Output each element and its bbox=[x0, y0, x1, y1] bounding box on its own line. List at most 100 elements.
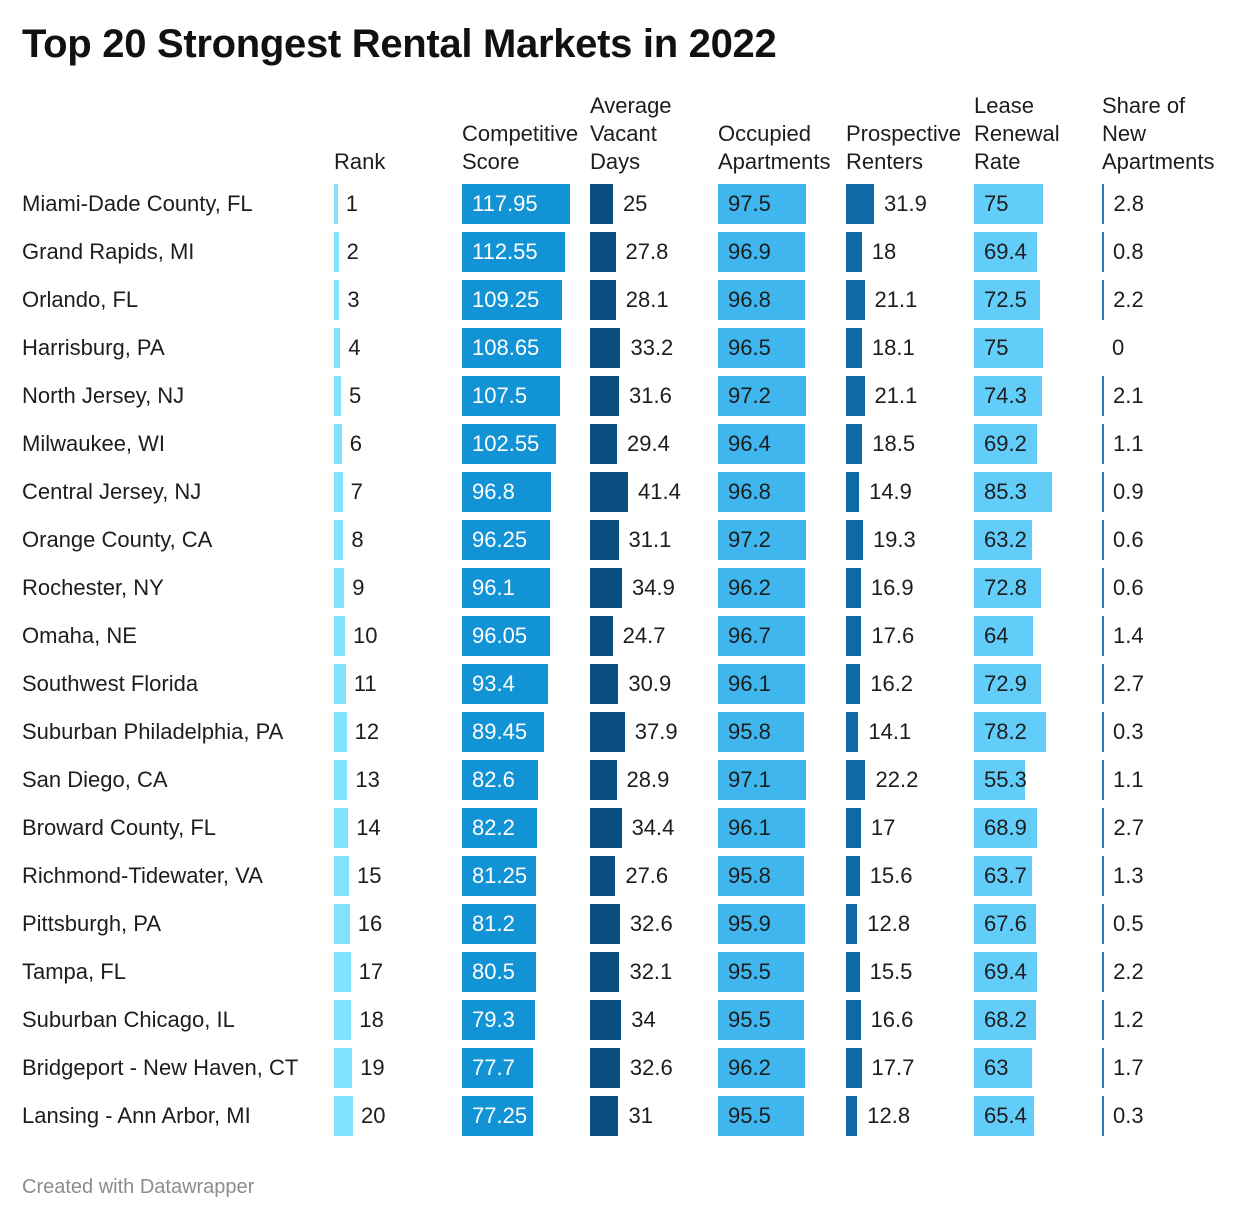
table-row: Orange County, CA 8 96.25 31.1 97.2 19.3 63.2 0… bbox=[0, 516, 1240, 564]
share-bar bbox=[1102, 952, 1105, 992]
renewal-bar bbox=[974, 568, 1041, 608]
occupied-value: 96.2 bbox=[728, 575, 771, 600]
rank-value: 5 bbox=[349, 383, 362, 408]
header-label: Prospective Renters bbox=[846, 121, 961, 174]
occupied-bar bbox=[718, 808, 805, 848]
rank-bar bbox=[334, 424, 342, 464]
vacant-bar bbox=[590, 616, 613, 656]
vacant-bar bbox=[590, 520, 619, 560]
score-bar bbox=[462, 568, 550, 608]
renewal-bar bbox=[974, 952, 1038, 992]
prospective-value: 14.9 bbox=[869, 479, 912, 504]
score-value: 102.55 bbox=[472, 431, 540, 456]
header-score[interactable]: Competitive Score bbox=[462, 90, 590, 176]
market-name: Lansing - Ann Arbor, MI bbox=[22, 1103, 251, 1128]
rank-value: 7 bbox=[350, 479, 363, 504]
vacant-bar bbox=[590, 1000, 622, 1040]
table-row: Orlando, FL 3 109.25 28.1 96.8 21.1 72.5 2.2 bbox=[0, 276, 1240, 324]
renewal-bar bbox=[974, 808, 1037, 848]
rank-value: 20 bbox=[361, 1103, 386, 1128]
occupied-bar bbox=[718, 1048, 805, 1088]
prospective-value: 18.1 bbox=[871, 335, 915, 360]
prospective-bar bbox=[846, 952, 860, 992]
prospective-value: 21.1 bbox=[874, 287, 918, 312]
vacant-bar bbox=[590, 1096, 619, 1136]
header-vacant[interactable]: Average Vacant Days bbox=[590, 90, 710, 176]
prospective-bar bbox=[846, 232, 862, 272]
rank-bar bbox=[334, 280, 340, 320]
renewal-value: 68.2 bbox=[984, 1007, 1027, 1032]
table-row: Pittsburgh, PA 16 81.2 32.6 95.9 12.8 67.6 0.5 bbox=[0, 900, 1240, 948]
rank-bar bbox=[334, 952, 351, 992]
share-bar bbox=[1102, 664, 1105, 704]
score-value: 96.25 bbox=[472, 527, 528, 552]
market-name: Miami-Dade County, FL bbox=[22, 191, 253, 216]
renewal-value: 67.6 bbox=[984, 911, 1027, 936]
renewal-bar bbox=[974, 328, 1043, 368]
header-share[interactable]: Share of New Apartments bbox=[1102, 90, 1220, 176]
market-name: Pittsburgh, PA bbox=[22, 911, 161, 936]
share-value: 1.3 bbox=[1113, 863, 1144, 888]
table-row: Richmond-Tidewater, VA 15 81.25 27.6 95.8 15.… bbox=[0, 852, 1240, 900]
vacant-bar bbox=[590, 808, 622, 848]
header-occupied[interactable]: Occupied Apartments bbox=[718, 90, 846, 176]
renewal-value: 78.2 bbox=[984, 719, 1027, 744]
market-name: Suburban Philadelphia, PA bbox=[22, 719, 284, 744]
table-row: Lansing - Ann Arbor, MI 20 77.25 31 95.5 12.8… bbox=[0, 1092, 1240, 1140]
occupied-value: 96.1 bbox=[728, 815, 771, 840]
occupied-bar bbox=[718, 568, 805, 608]
score-bar bbox=[462, 328, 562, 368]
renewal-value: 75 bbox=[984, 335, 1009, 360]
market-name: Southwest Florida bbox=[22, 671, 199, 696]
share-value: 1.7 bbox=[1113, 1055, 1144, 1080]
table-row: Rochester, NY 9 96.1 34.9 96.2 16.9 72.8 0.6 bbox=[0, 564, 1240, 612]
vacant-bar bbox=[590, 856, 616, 896]
share-bar bbox=[1102, 280, 1105, 320]
header-label: Average Vacant Days bbox=[590, 93, 672, 174]
share-value: 0.3 bbox=[1113, 719, 1144, 744]
header-renewal[interactable]: Lease Renewal Rate bbox=[974, 90, 1094, 176]
occupied-bar bbox=[718, 952, 805, 992]
prospective-value: 16.2 bbox=[870, 671, 914, 696]
renewal-bar bbox=[974, 616, 1033, 656]
renewal-value: 64 bbox=[984, 623, 1009, 648]
market-name: Richmond-Tidewater, VA bbox=[22, 863, 263, 888]
vacant-bar bbox=[590, 184, 613, 224]
prospective-bar bbox=[846, 424, 863, 464]
vacant-value: 27.6 bbox=[625, 863, 669, 888]
score-value: 96.05 bbox=[472, 623, 528, 648]
rank-value: 16 bbox=[357, 911, 383, 936]
header-prospective[interactable]: Prospective Renters bbox=[846, 90, 974, 176]
header-label: Rank bbox=[334, 149, 386, 174]
renewal-bar bbox=[974, 856, 1033, 896]
occupied-value: 96.8 bbox=[728, 479, 771, 504]
occupied-value: 96.5 bbox=[728, 335, 771, 360]
prospective-value: 17.7 bbox=[871, 1055, 915, 1080]
rank-value: 13 bbox=[355, 767, 380, 792]
prospective-value: 18.5 bbox=[872, 431, 916, 456]
renewal-value: 63.7 bbox=[984, 863, 1027, 888]
table-row: North Jersey, NJ 5 107.5 31.6 97.2 21.1 74.3 2.… bbox=[0, 372, 1240, 420]
footer-credit[interactable]: Created with Datawrapper bbox=[22, 1176, 255, 1198]
prospective-value: 12.8 bbox=[867, 1103, 911, 1128]
header-rank[interactable]: Rank bbox=[334, 90, 454, 176]
table-row: Milwaukee, WI 6 102.55 29.4 96.4 18.5 69.2 1.1 bbox=[0, 420, 1240, 468]
rank-value: 3 bbox=[347, 287, 360, 312]
market-name: Grand Rapids, MI bbox=[22, 239, 195, 264]
share-bar bbox=[1102, 424, 1104, 464]
score-value: 79.3 bbox=[472, 1007, 515, 1032]
table-row: Omaha, NE 10 96.05 24.7 96.7 17.6 64 1.4 bbox=[0, 612, 1240, 660]
occupied-value: 97.1 bbox=[728, 767, 771, 792]
market-name: Orange County, CA bbox=[22, 527, 213, 552]
vacant-value: 34.9 bbox=[632, 575, 675, 600]
prospective-value: 15.5 bbox=[869, 959, 913, 984]
share-value: 1.2 bbox=[1113, 1007, 1144, 1032]
vacant-value: 31.1 bbox=[628, 527, 672, 552]
score-value: 77.25 bbox=[472, 1103, 528, 1128]
share-value: 2.2 bbox=[1113, 287, 1144, 312]
rank-bar bbox=[334, 1048, 353, 1088]
occupied-bar bbox=[718, 472, 806, 512]
occupied-bar bbox=[718, 664, 805, 704]
renewal-bar bbox=[974, 712, 1046, 752]
renewal-bar bbox=[974, 1000, 1037, 1040]
